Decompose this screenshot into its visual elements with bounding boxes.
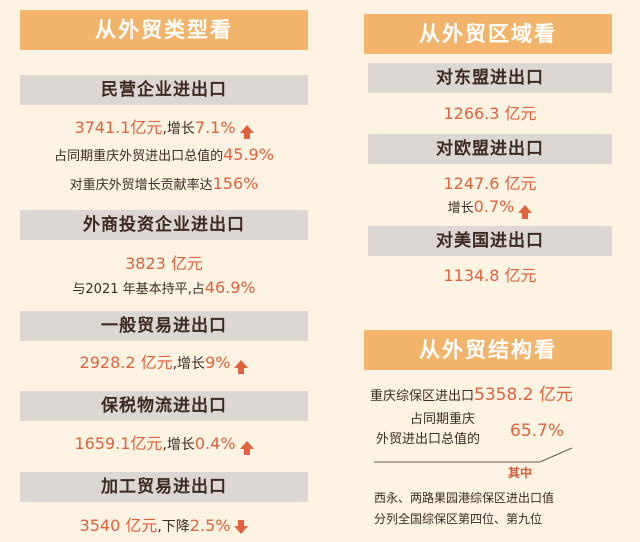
foreign-note-prefix: 与2021 年基本持平,占	[72, 282, 205, 297]
bonded-value-line: 1659.1亿元,增长0.4%	[20, 430, 308, 455]
up-arrow-icon	[518, 204, 533, 219]
zone-label: 重庆综保区进出口	[370, 389, 475, 404]
asean-title: 对东盟进出口	[368, 63, 612, 93]
us-value: 1134.8 亿元	[443, 266, 537, 285]
note-line1: 西永、两路果园港综保区进出口值	[374, 491, 555, 505]
private-enterprise-title: 民营企业进出口	[20, 75, 308, 105]
us-title: 对美国进出口	[368, 226, 612, 256]
foreign-value: 3823 亿元	[125, 254, 203, 273]
processing-value: 3540 亿元	[79, 516, 158, 535]
eu-value: 1247.6 亿元	[443, 174, 537, 193]
bonded-growth-prefix: ,增长	[162, 437, 195, 453]
bonded-logistics-title: 保税物流进出口	[20, 391, 308, 421]
up-arrow-icon	[234, 360, 249, 374]
share-line1: 占同期重庆	[410, 412, 476, 427]
foreign-note-line: 与2021 年基本持平,占46.9%	[20, 278, 308, 297]
share-value: 65.7%	[510, 421, 565, 441]
general-growth-prefix: ,增长	[172, 356, 206, 372]
eu-growth-prefix: 增长	[447, 201, 474, 216]
general-value-line: 2928.2 亿元,增长9%	[20, 349, 308, 374]
up-arrow-icon	[239, 125, 254, 139]
private-growth-prefix: ,增长	[162, 121, 195, 137]
processing-value-line: 3540 亿元,下降2.5%	[20, 512, 308, 536]
zone-value: 5358.2 亿元	[474, 385, 573, 405]
private-contrib-line: 对重庆外贸增长贡献率达156%	[20, 174, 308, 193]
bonded-value: 1659.1亿元	[74, 434, 163, 453]
share-line2: 外贸进出口总值的	[376, 432, 481, 447]
foreign-note: 46.9%	[204, 278, 256, 297]
bonded-growth: 0.4%	[194, 434, 236, 453]
asean-value: 1266.3 亿元	[443, 104, 537, 123]
foreign-enterprise-title: 外商投资企业进出口	[20, 210, 308, 240]
private-contrib: 156%	[212, 174, 259, 193]
eu-title: 对欧盟进出口	[368, 134, 612, 164]
private-value: 3741.1亿元	[74, 118, 163, 137]
private-share-line: 占同期重庆外贸进出口总值的45.9%	[18, 145, 310, 164]
general-value: 2928.2 亿元	[79, 353, 173, 372]
note-line2: 分列全国综保区第四位、第九位	[374, 512, 543, 526]
private-share-prefix: 占同期重庆外贸进出口总值的	[54, 149, 224, 164]
eu-growth: 0.7%	[473, 197, 515, 216]
region-header: 从外贸区域看	[364, 14, 612, 54]
zone-line: 重庆综保区进出口5358.2 亿元	[370, 380, 573, 405]
private-share: 45.9%	[223, 145, 274, 164]
tag-label: 其中	[505, 464, 536, 481]
up-arrow-icon	[239, 441, 254, 455]
private-value-line: 3741.1亿元,增长7.1%	[20, 114, 308, 139]
processing-decline: 2.5%	[189, 516, 231, 535]
processing-decline-prefix: ,下降	[157, 519, 190, 535]
processing-trade-title: 加工贸易进出口	[20, 472, 308, 502]
general-growth: 9%	[205, 353, 231, 372]
type-header: 从外贸类型看	[20, 10, 308, 50]
down-arrow-icon	[234, 520, 249, 534]
structure-header: 从外贸结构看	[364, 330, 612, 370]
eu-growth-line: 增长0.7%	[368, 197, 612, 219]
private-contrib-prefix: 对重庆外贸增长贡献率达	[69, 178, 213, 193]
private-growth: 7.1%	[194, 118, 236, 137]
general-trade-title: 一般贸易进出口	[20, 311, 308, 341]
